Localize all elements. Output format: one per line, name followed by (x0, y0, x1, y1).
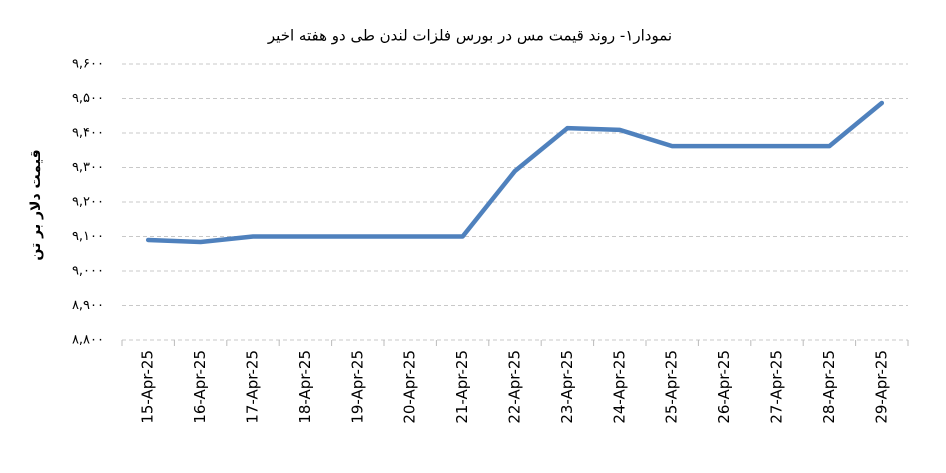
x-tick-label: 15-Apr-25 (139, 350, 157, 424)
y-tick-label: ۹,۲۰۰ (72, 195, 104, 210)
x-tick-label: 16-Apr-25 (191, 350, 209, 424)
y-tick-label: ۹,۴۰۰ (72, 126, 104, 141)
y-axis-label: قیمت دلار بر تن (28, 149, 44, 260)
x-tick-label: 27-Apr-25 (768, 350, 786, 424)
x-tick-label: 25-Apr-25 (663, 350, 681, 424)
x-tick-label: 21-Apr-25 (453, 350, 471, 424)
x-tick-label: 29-Apr-25 (872, 350, 890, 424)
y-tick-label: ۸,۹۰۰ (72, 298, 104, 313)
x-tick-label: 22-Apr-25 (506, 350, 524, 424)
x-tick-label: 17-Apr-25 (244, 350, 262, 424)
x-tick-label: 23-Apr-25 (558, 350, 576, 424)
y-tick-label: ۹,۱۰۰ (72, 229, 104, 244)
x-tick-label: 26-Apr-25 (715, 350, 733, 424)
data-line (145, 100, 885, 245)
y-tick-label: ۹,۰۰۰ (72, 264, 104, 279)
x-tick-label: 19-Apr-25 (348, 350, 366, 424)
y-tick-label: ۹,۶۰۰ (72, 57, 104, 72)
x-tick-label: 20-Apr-25 (401, 350, 419, 424)
y-tick-label: ۹,۵۰۰ (72, 91, 104, 106)
x-tick-label: 28-Apr-25 (820, 350, 838, 424)
y-tick-label: ۸,۸۰۰ (72, 333, 104, 348)
x-tick-label: 24-Apr-25 (610, 350, 628, 424)
chart-title: نمودار۱- روند قیمت مس در بورس فلزات لندن… (267, 27, 672, 45)
y-tick-label: ۹,۳۰۰ (72, 160, 104, 175)
x-tick-label: 18-Apr-25 (296, 350, 314, 424)
